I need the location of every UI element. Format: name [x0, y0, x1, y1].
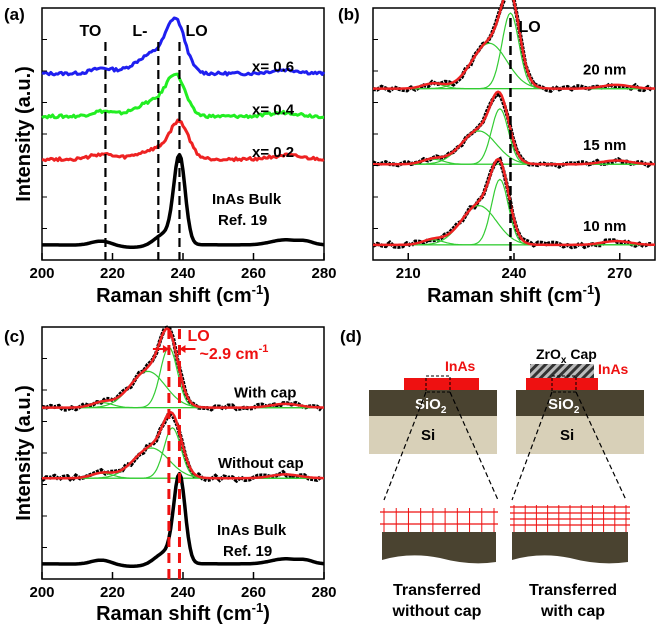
fit-line: [373, 0, 656, 90]
panel-c-ticks: 200 220 240 260 280: [29, 358, 337, 601]
panel-a-xlabel: Raman shift (cm-1): [96, 282, 270, 307]
marker-label: TO: [79, 23, 101, 40]
left-si-layer: [369, 416, 497, 454]
left-zoom-box: [425, 375, 451, 393]
left-sio2-label: SiO2: [415, 396, 447, 416]
panel-a-label: (a): [4, 5, 25, 24]
x-tick-label: 280: [311, 584, 336, 601]
right-caption-line2: with cap: [540, 603, 605, 620]
series-line: [41, 16, 326, 77]
series-label: x= 0.6: [252, 59, 294, 76]
left-sio2-layer: [369, 390, 497, 416]
panel-b-ticks: 210 240 270: [373, 39, 632, 282]
fit-line: [373, 157, 655, 247]
panel-b-label: (b): [338, 5, 360, 24]
panel-b: (b) 20 nm 15 nm 10 nm LO 210 240 270 Raman sh…: [338, 0, 656, 307]
panel-a-plot: TO L- LO x= 0.6 x= 0.4 x= 0.2 InAs Bulk Ref. 19: [41, 16, 326, 260]
series-line: [42, 471, 325, 568]
panel-c-plot: With cap Without cap InAs Bulk Ref. 19 LO~2.…: [40, 324, 325, 579]
right-inas-layer: [526, 378, 598, 390]
marker-label: LO: [518, 19, 540, 36]
right-caption-line1: Transferred: [529, 582, 617, 599]
x-tick-label: 280: [311, 265, 336, 282]
series-data: [372, 0, 654, 93]
marker-label: L-: [132, 23, 147, 40]
arrow-left-head: [162, 345, 169, 353]
right-zoom-line-2: [575, 391, 627, 501]
right-zoom-box: [551, 375, 577, 393]
right-sio2-label: SiO2: [548, 396, 580, 416]
series-label: InAs Bulk: [212, 191, 282, 208]
series-line: [41, 118, 325, 163]
panel-c-xlabel: Raman shift (cm-1): [96, 600, 270, 625]
left-si-label: Si: [421, 427, 435, 444]
series-label: InAs Bulk: [217, 522, 287, 539]
series-label: 20 nm: [583, 62, 626, 79]
x-tick-label: 260: [241, 584, 266, 601]
series-label: Ref. 19: [218, 212, 267, 229]
series-line: [41, 72, 325, 120]
x-tick-label: 210: [396, 265, 421, 282]
fit-line: [42, 410, 324, 480]
left-inas-label: InAs: [445, 358, 476, 374]
panel-c-ylabel: Intensity (a.u.): [13, 385, 35, 521]
x-tick-label: 240: [501, 265, 526, 282]
x-tick-label: 260: [241, 265, 266, 282]
right-si-layer: [516, 416, 644, 454]
series-label: x= 0.2: [252, 144, 294, 161]
x-tick-label: 220: [100, 265, 125, 282]
right-zoom-substrate: [512, 532, 628, 564]
series-label: With cap: [234, 385, 296, 402]
panel-a-ylabel: Intensity (a.u.): [13, 66, 35, 202]
panel-c-label: (c): [4, 327, 25, 346]
right-inas-label: InAs: [598, 361, 629, 377]
left-zoom-substrate: [382, 532, 496, 564]
left-zoom-line-2: [449, 391, 499, 501]
left-caption-line1: Transferred: [393, 582, 481, 599]
left-inas-layer: [404, 378, 479, 390]
panel-a: (a) TO L- LO x= 0.6 x= 0.4 x= 0.2 InAs Bulk Ref…: [4, 5, 337, 307]
marker-label: LO: [185, 23, 207, 40]
x-tick-label: 220: [100, 584, 125, 601]
right-lattice: [510, 505, 630, 532]
right-sio2-layer: [516, 390, 644, 416]
x-tick-label: 270: [607, 265, 632, 282]
left-lattice: [380, 508, 498, 532]
series-data: [372, 91, 654, 169]
fit-component: [373, 178, 655, 246]
marker-label: LO: [187, 328, 209, 345]
right-si-label: Si: [560, 427, 574, 444]
right-zoom-line-1: [511, 391, 553, 501]
panel-d-label: (d): [340, 327, 362, 346]
x-tick-label: 240: [170, 265, 195, 282]
series-label: x= 0.4: [252, 101, 295, 118]
fit-line: [373, 90, 656, 166]
fit-line: [42, 327, 325, 409]
panel-c: (c) With cap Without cap InAs Bulk Ref. 19 L…: [4, 324, 337, 625]
panel-a-ticks: 200 220 240 260 280: [29, 39, 337, 282]
arrow-right-head: [179, 345, 186, 353]
left-caption-line2: without cap: [392, 603, 482, 620]
series-line: [42, 152, 325, 249]
series-label: 15 nm: [583, 137, 626, 154]
panel-b-plot: 20 nm 15 nm 10 nm LO: [372, 0, 656, 260]
cap-label: ZrOx Cap: [536, 346, 597, 366]
shift-annotation: ~2.9 cm-1: [199, 343, 268, 363]
x-tick-label: 200: [29, 265, 54, 282]
panel-b-xlabel: Raman shift (cm-1): [427, 282, 601, 307]
x-tick-label: 240: [170, 584, 195, 601]
panel-d: (d) InAs SiO2 Si ZrOx Cap InAs SiO2 Si T…: [340, 327, 644, 620]
right-zrox-cap: [530, 364, 594, 378]
series-label: 10 nm: [583, 218, 626, 235]
panel-a-frame: [41, 7, 325, 261]
left-zoom-line-1: [383, 391, 427, 501]
series-label: Without cap: [218, 455, 304, 472]
x-tick-label: 200: [29, 584, 54, 601]
series-label: Ref. 19: [223, 543, 272, 560]
